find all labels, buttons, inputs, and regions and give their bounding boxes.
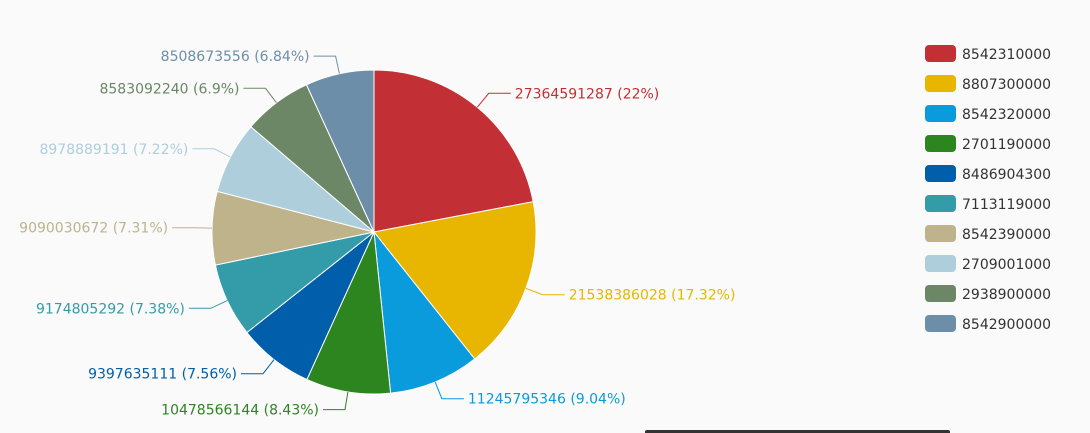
legend-swatch	[925, 135, 956, 152]
legend-item-2938900000[interactable]: 2938900000	[925, 285, 1051, 303]
leader-line-2709001000	[192, 148, 231, 158]
legend-label: 8807300000	[962, 77, 1051, 93]
legend-swatch	[925, 195, 956, 212]
bottom-bar	[645, 430, 950, 433]
legend-item-8486904300[interactable]: 8486904300	[925, 165, 1051, 183]
legend-item-8542320000[interactable]: 8542320000	[925, 105, 1051, 123]
slice-label-8542900000: 8508673556 (6.84%)	[161, 49, 310, 65]
legend-label: 8486904300	[962, 167, 1051, 183]
legend-swatch	[925, 165, 956, 182]
leader-line-8542900000	[313, 55, 340, 74]
legend-item-8807300000[interactable]: 8807300000	[925, 75, 1051, 93]
legend-item-7113119000[interactable]: 7113119000	[925, 195, 1051, 213]
legend-item-2709001000[interactable]: 2709001000	[925, 255, 1051, 273]
legend-swatch	[925, 105, 956, 122]
legend-swatch	[925, 285, 956, 302]
slice-label-8542310000: 27364591287 (22%)	[515, 86, 659, 102]
leader-line-2938900000	[243, 87, 277, 104]
legend-swatch	[925, 75, 956, 92]
legend-label: 2709001000	[962, 257, 1051, 273]
slice-label-7113119000: 9174805292 (7.38%)	[36, 301, 185, 317]
slice-labels: 27364591287 (22%) 21538386028 (17.32%) 112…	[19, 49, 735, 419]
legend-label: 8542320000	[962, 107, 1051, 123]
legend-item-2701190000[interactable]: 2701190000	[925, 135, 1051, 153]
legend-label: 8542900000	[962, 317, 1051, 333]
legend-label: 7113119000	[962, 197, 1051, 213]
pie-slice-8542320000[interactable]	[373, 230, 476, 394]
legend-item-8542390000[interactable]: 8542390000	[925, 225, 1051, 243]
legend-swatch	[925, 255, 956, 272]
legend-item-8542310000[interactable]: 8542310000	[925, 45, 1051, 63]
legend-swatch	[925, 225, 956, 242]
pie-slice-8542310000[interactable]	[373, 69, 534, 233]
slice-label-8807300000: 21538386028 (17.32%)	[569, 288, 736, 304]
legend-swatch	[925, 315, 956, 332]
legend-label: 2701190000	[962, 137, 1051, 153]
slice-label-2938900000: 8583092240 (6.9%)	[99, 81, 239, 97]
leader-line-8807300000	[525, 287, 565, 296]
legend: 8542310000 8807300000 8542320000 2701190000…	[925, 45, 1051, 333]
slice-label-8542390000: 9090030672 (7.31%)	[19, 221, 168, 237]
legend-label: 8542390000	[962, 227, 1051, 243]
legend-item-8542900000[interactable]: 8542900000	[925, 315, 1051, 333]
legend-label: 2938900000	[962, 287, 1051, 303]
leader-line-7113119000	[188, 300, 228, 309]
slice-label-8542320000: 11245795346 (9.04%)	[468, 392, 626, 408]
legend-label: 8542310000	[962, 47, 1051, 63]
leader-line-8542310000	[476, 92, 511, 108]
pie-slices	[211, 69, 537, 395]
slice-label-8486904300: 9397635111 (7.56%)	[88, 367, 237, 383]
leader-line-8486904300	[241, 359, 275, 375]
pie-slice-8807300000[interactable]	[373, 201, 537, 360]
legend-swatch	[925, 45, 956, 62]
slice-label-2709001000: 8978889191 (7.22%)	[39, 142, 188, 158]
leader-line-2701190000	[323, 391, 349, 411]
pie-slice-2701190000[interactable]	[306, 230, 392, 395]
pie-slice-8542900000[interactable]	[305, 69, 375, 233]
slice-label-2701190000: 10478566144 (8.43%)	[161, 403, 319, 419]
leader-line-8542320000	[434, 381, 464, 400]
